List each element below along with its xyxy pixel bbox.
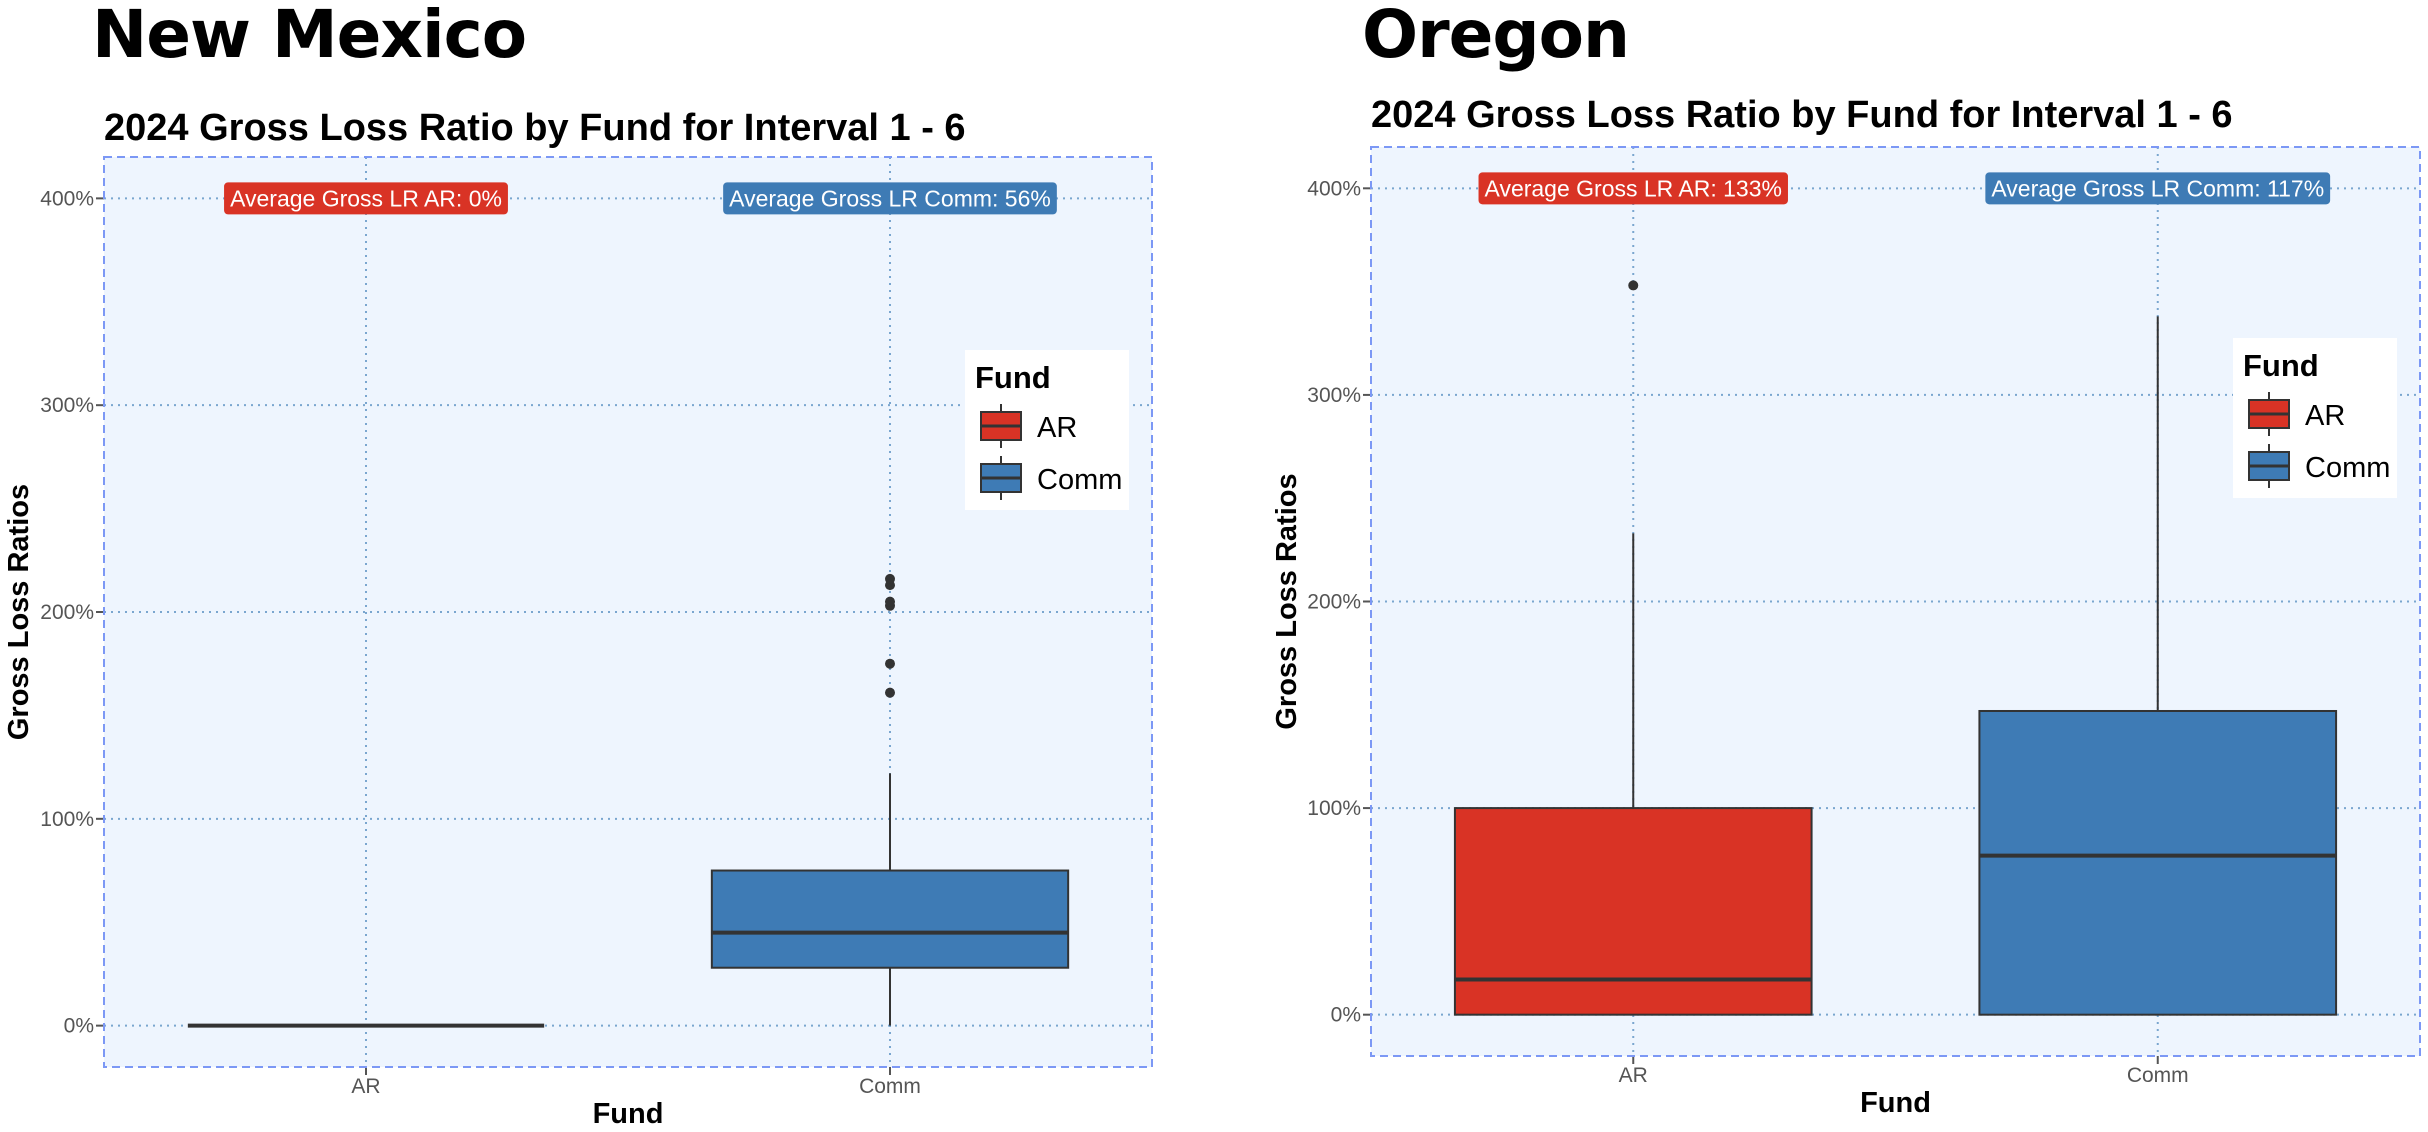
- x-tick-label: Comm: [859, 1075, 921, 1098]
- outlier-point: [885, 573, 895, 584]
- legend-title: Fund: [975, 360, 1051, 395]
- y-tick-label: 200%: [40, 601, 94, 624]
- box-AR: [1453, 280, 1813, 1016]
- average-label-AR: Average Gross LR AR: 133%: [1478, 172, 1788, 205]
- y-axis-label: Gross Loss Ratios: [1271, 473, 1303, 729]
- y-tick-label: 300%: [40, 394, 94, 417]
- y-tick-label: 400%: [1307, 177, 1361, 200]
- plot-border: [1370, 146, 2421, 1057]
- outlier-point: [885, 658, 895, 669]
- legend-entry-label: AR: [2305, 400, 2345, 432]
- average-label-text: Average Gross LR Comm: 117%: [1991, 175, 2324, 201]
- legend-entry-label: Comm: [2305, 452, 2390, 484]
- y-tick-label: 200%: [1307, 591, 1361, 614]
- legend-entry-label: AR: [1037, 412, 1077, 444]
- legend-title: Fund: [2243, 348, 2319, 383]
- state-title-new-mexico: New Mexico: [92, 0, 527, 73]
- average-label-text: Average Gross LR Comm: 56%: [729, 185, 1051, 211]
- y-tick-label: 100%: [1307, 797, 1361, 820]
- legend: Fund AR Comm: [965, 350, 1129, 510]
- y-tick-label: 0%: [1331, 1004, 1361, 1027]
- chart-title: 2024 Gross Loss Ratio by Fund for Interv…: [104, 107, 966, 149]
- y-axis-label: Gross Loss Ratios: [3, 484, 35, 740]
- average-label-box: [723, 182, 1057, 215]
- chart-title: 2024 Gross Loss Ratio by Fund for Interv…: [1371, 94, 2233, 136]
- outlier-point: [1628, 280, 1639, 291]
- state-title-oregon: Oregon: [1362, 0, 1630, 73]
- average-label-Comm: Average Gross LR Comm: 117%: [1985, 172, 2331, 205]
- y-tick-label: 0%: [64, 1015, 94, 1038]
- box-body: [1978, 709, 2338, 1016]
- x-axis-label: Fund: [1860, 1087, 1931, 1119]
- box-body: [710, 869, 1070, 969]
- y-tick-label: 300%: [1307, 384, 1361, 407]
- average-label-box: [1478, 172, 1788, 205]
- box-Comm: [1978, 316, 2338, 1016]
- plot-border: [103, 156, 1153, 1068]
- average-label-text: Average Gross LR AR: 133%: [1485, 175, 1782, 201]
- legend-entry-label: Comm: [1037, 464, 1122, 496]
- outlier-point: [885, 687, 895, 698]
- average-label-AR: Average Gross LR AR: 0%: [224, 182, 508, 215]
- chart-panel-0: 2024 Gross Loss Ratio by Fund for Interv…: [3, 107, 1153, 1130]
- x-tick-label: Comm: [2127, 1064, 2189, 1087]
- chart-panel-1: 2024 Gross Loss Ratio by Fund for Interv…: [1271, 94, 2421, 1119]
- average-label-box: [1985, 172, 2331, 205]
- x-tick-label: AR: [1619, 1064, 1648, 1087]
- box-body: [1453, 807, 1813, 1016]
- y-tick-label: 100%: [40, 808, 94, 831]
- legend: Fund AR Comm: [2233, 338, 2397, 498]
- average-label-text: Average Gross LR AR: 0%: [230, 185, 502, 211]
- y-tick-label: 400%: [40, 187, 94, 210]
- x-tick-label: AR: [351, 1075, 380, 1098]
- box-Comm: [710, 573, 1070, 1026]
- average-label-Comm: Average Gross LR Comm: 56%: [723, 182, 1057, 215]
- outlier-point: [885, 596, 895, 607]
- x-axis-label: Fund: [593, 1098, 664, 1130]
- average-label-box: [224, 182, 508, 215]
